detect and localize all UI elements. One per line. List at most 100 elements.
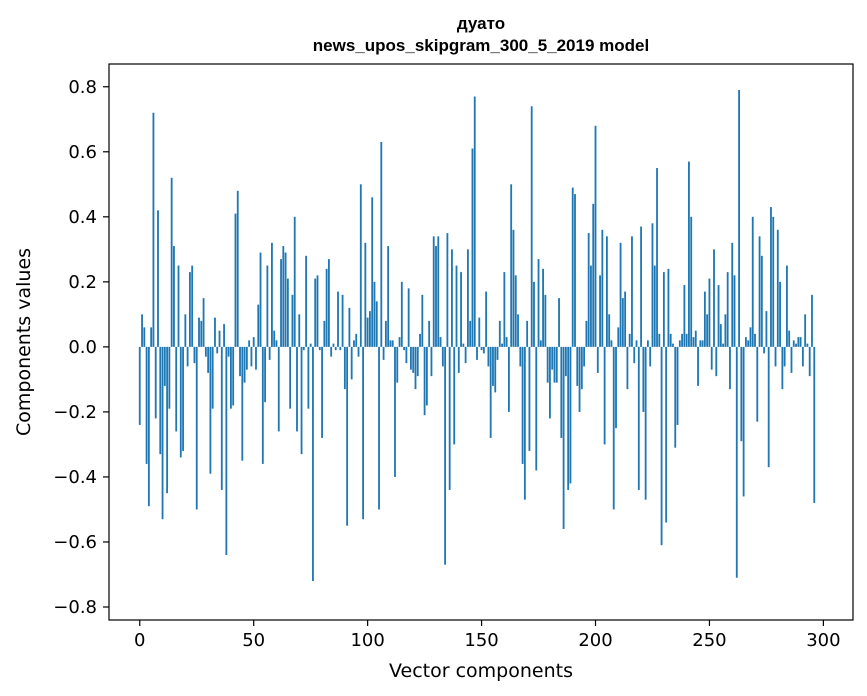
bar-component-188 [567, 346, 570, 490]
bar-component-51 [255, 346, 257, 370]
bar-component-285 [788, 330, 791, 347]
bar-component-117 [405, 346, 408, 364]
bar-component-140 [457, 346, 460, 373]
bar-component-183 [555, 346, 558, 383]
bar-component-111 [391, 340, 394, 347]
bar-component-133 [441, 346, 444, 367]
bar-component-149 [478, 317, 481, 347]
bar-component-100 [366, 317, 369, 347]
bar-component-32 [211, 346, 214, 409]
bar-component-89 [341, 294, 344, 347]
bar-component-192 [576, 346, 579, 386]
bar-component-214 [626, 346, 629, 390]
bar-component-1 [141, 314, 143, 347]
bar-component-104 [375, 301, 378, 347]
bar-component-239 [683, 285, 686, 347]
bar-component-94 [353, 340, 355, 347]
bar-component-169 [523, 346, 526, 500]
bar-component-0 [138, 346, 141, 425]
bar-component-281 [779, 281, 781, 347]
bar-component-13 [168, 346, 171, 409]
bar-component-153 [487, 346, 490, 367]
bar-component-270 [754, 333, 756, 347]
bar-component-83 [327, 259, 330, 347]
bar-component-45 [241, 346, 244, 461]
bar-component-224 [649, 346, 652, 367]
bar-component-60 [275, 340, 278, 347]
bar-component-287 [792, 340, 795, 347]
bar-component-178 [544, 294, 547, 347]
bar-component-152 [485, 291, 488, 347]
x-axis-label: Vector components [389, 660, 573, 682]
bar-component-235 [674, 346, 677, 448]
bar-component-216 [631, 236, 633, 347]
bar-component-176 [539, 340, 542, 347]
bar-component-282 [781, 346, 784, 390]
bar-component-170 [526, 320, 529, 347]
bar-component-55 [264, 346, 266, 403]
bar-component-42 [234, 213, 237, 347]
bar-component-101 [369, 311, 371, 347]
bar-component-250 [708, 278, 711, 347]
bar-component-121 [414, 346, 417, 390]
bar-component-107 [382, 346, 385, 360]
bar-component-264 [740, 346, 743, 442]
bar-component-63 [282, 246, 285, 347]
bar-component-294 [808, 346, 811, 377]
bar-component-293 [806, 343, 809, 347]
bar-component-212 [621, 298, 624, 347]
bar-component-227 [656, 168, 658, 347]
bar-component-195 [583, 346, 586, 367]
bar-component-91 [346, 346, 349, 526]
bar-component-157 [496, 346, 499, 360]
bar-component-74 [307, 346, 310, 409]
bar-component-186 [562, 346, 565, 529]
bar-component-209 [615, 346, 617, 429]
bar-component-116 [403, 346, 405, 351]
bar-component-97 [359, 184, 362, 347]
y-tick-label: 0.6 [68, 142, 97, 163]
bar-component-64 [284, 252, 287, 347]
bar-component-245 [697, 346, 699, 386]
bar-component-218 [635, 340, 638, 347]
bar-component-232 [667, 268, 670, 347]
bar-component-205 [605, 236, 608, 347]
bar-component-196 [585, 320, 588, 347]
bar-component-84 [330, 346, 333, 357]
bar-component-238 [681, 333, 683, 347]
bar-component-36 [220, 346, 223, 490]
bar-component-158 [498, 320, 501, 347]
bar-component-90 [343, 346, 346, 390]
bar-component-71 [300, 346, 303, 455]
bar-component-132 [439, 337, 442, 347]
bar-component-220 [640, 226, 642, 347]
bar-component-77 [314, 278, 317, 347]
bar-component-37 [223, 324, 225, 347]
bar-component-266 [744, 337, 747, 347]
bar-component-109 [387, 246, 390, 347]
bar-component-82 [325, 268, 328, 347]
bar-component-174 [535, 346, 538, 471]
bar-component-242 [690, 216, 693, 347]
bar-component-30 [207, 346, 210, 373]
y-axis-label: Components values [13, 248, 35, 436]
bar-component-141 [460, 272, 462, 347]
bar-component-68 [293, 216, 296, 347]
bar-component-160 [503, 272, 506, 347]
bar-component-103 [373, 281, 376, 347]
chart-title: дуато [457, 14, 505, 33]
bar-component-35 [218, 330, 221, 347]
x-tick-label: 250 [692, 630, 726, 651]
bar-component-66 [289, 346, 292, 409]
y-tick-label: 0.8 [68, 77, 97, 98]
bar-component-124 [421, 294, 424, 347]
bar-component-204 [603, 346, 606, 445]
bar-component-47 [245, 346, 248, 370]
bar-component-185 [560, 346, 563, 438]
bar-component-182 [553, 346, 556, 383]
bar-component-16 [175, 346, 178, 432]
bar-component-59 [273, 330, 276, 347]
bar-component-241 [688, 161, 690, 347]
bar-component-9 [159, 346, 162, 455]
bar-component-134 [444, 346, 447, 565]
